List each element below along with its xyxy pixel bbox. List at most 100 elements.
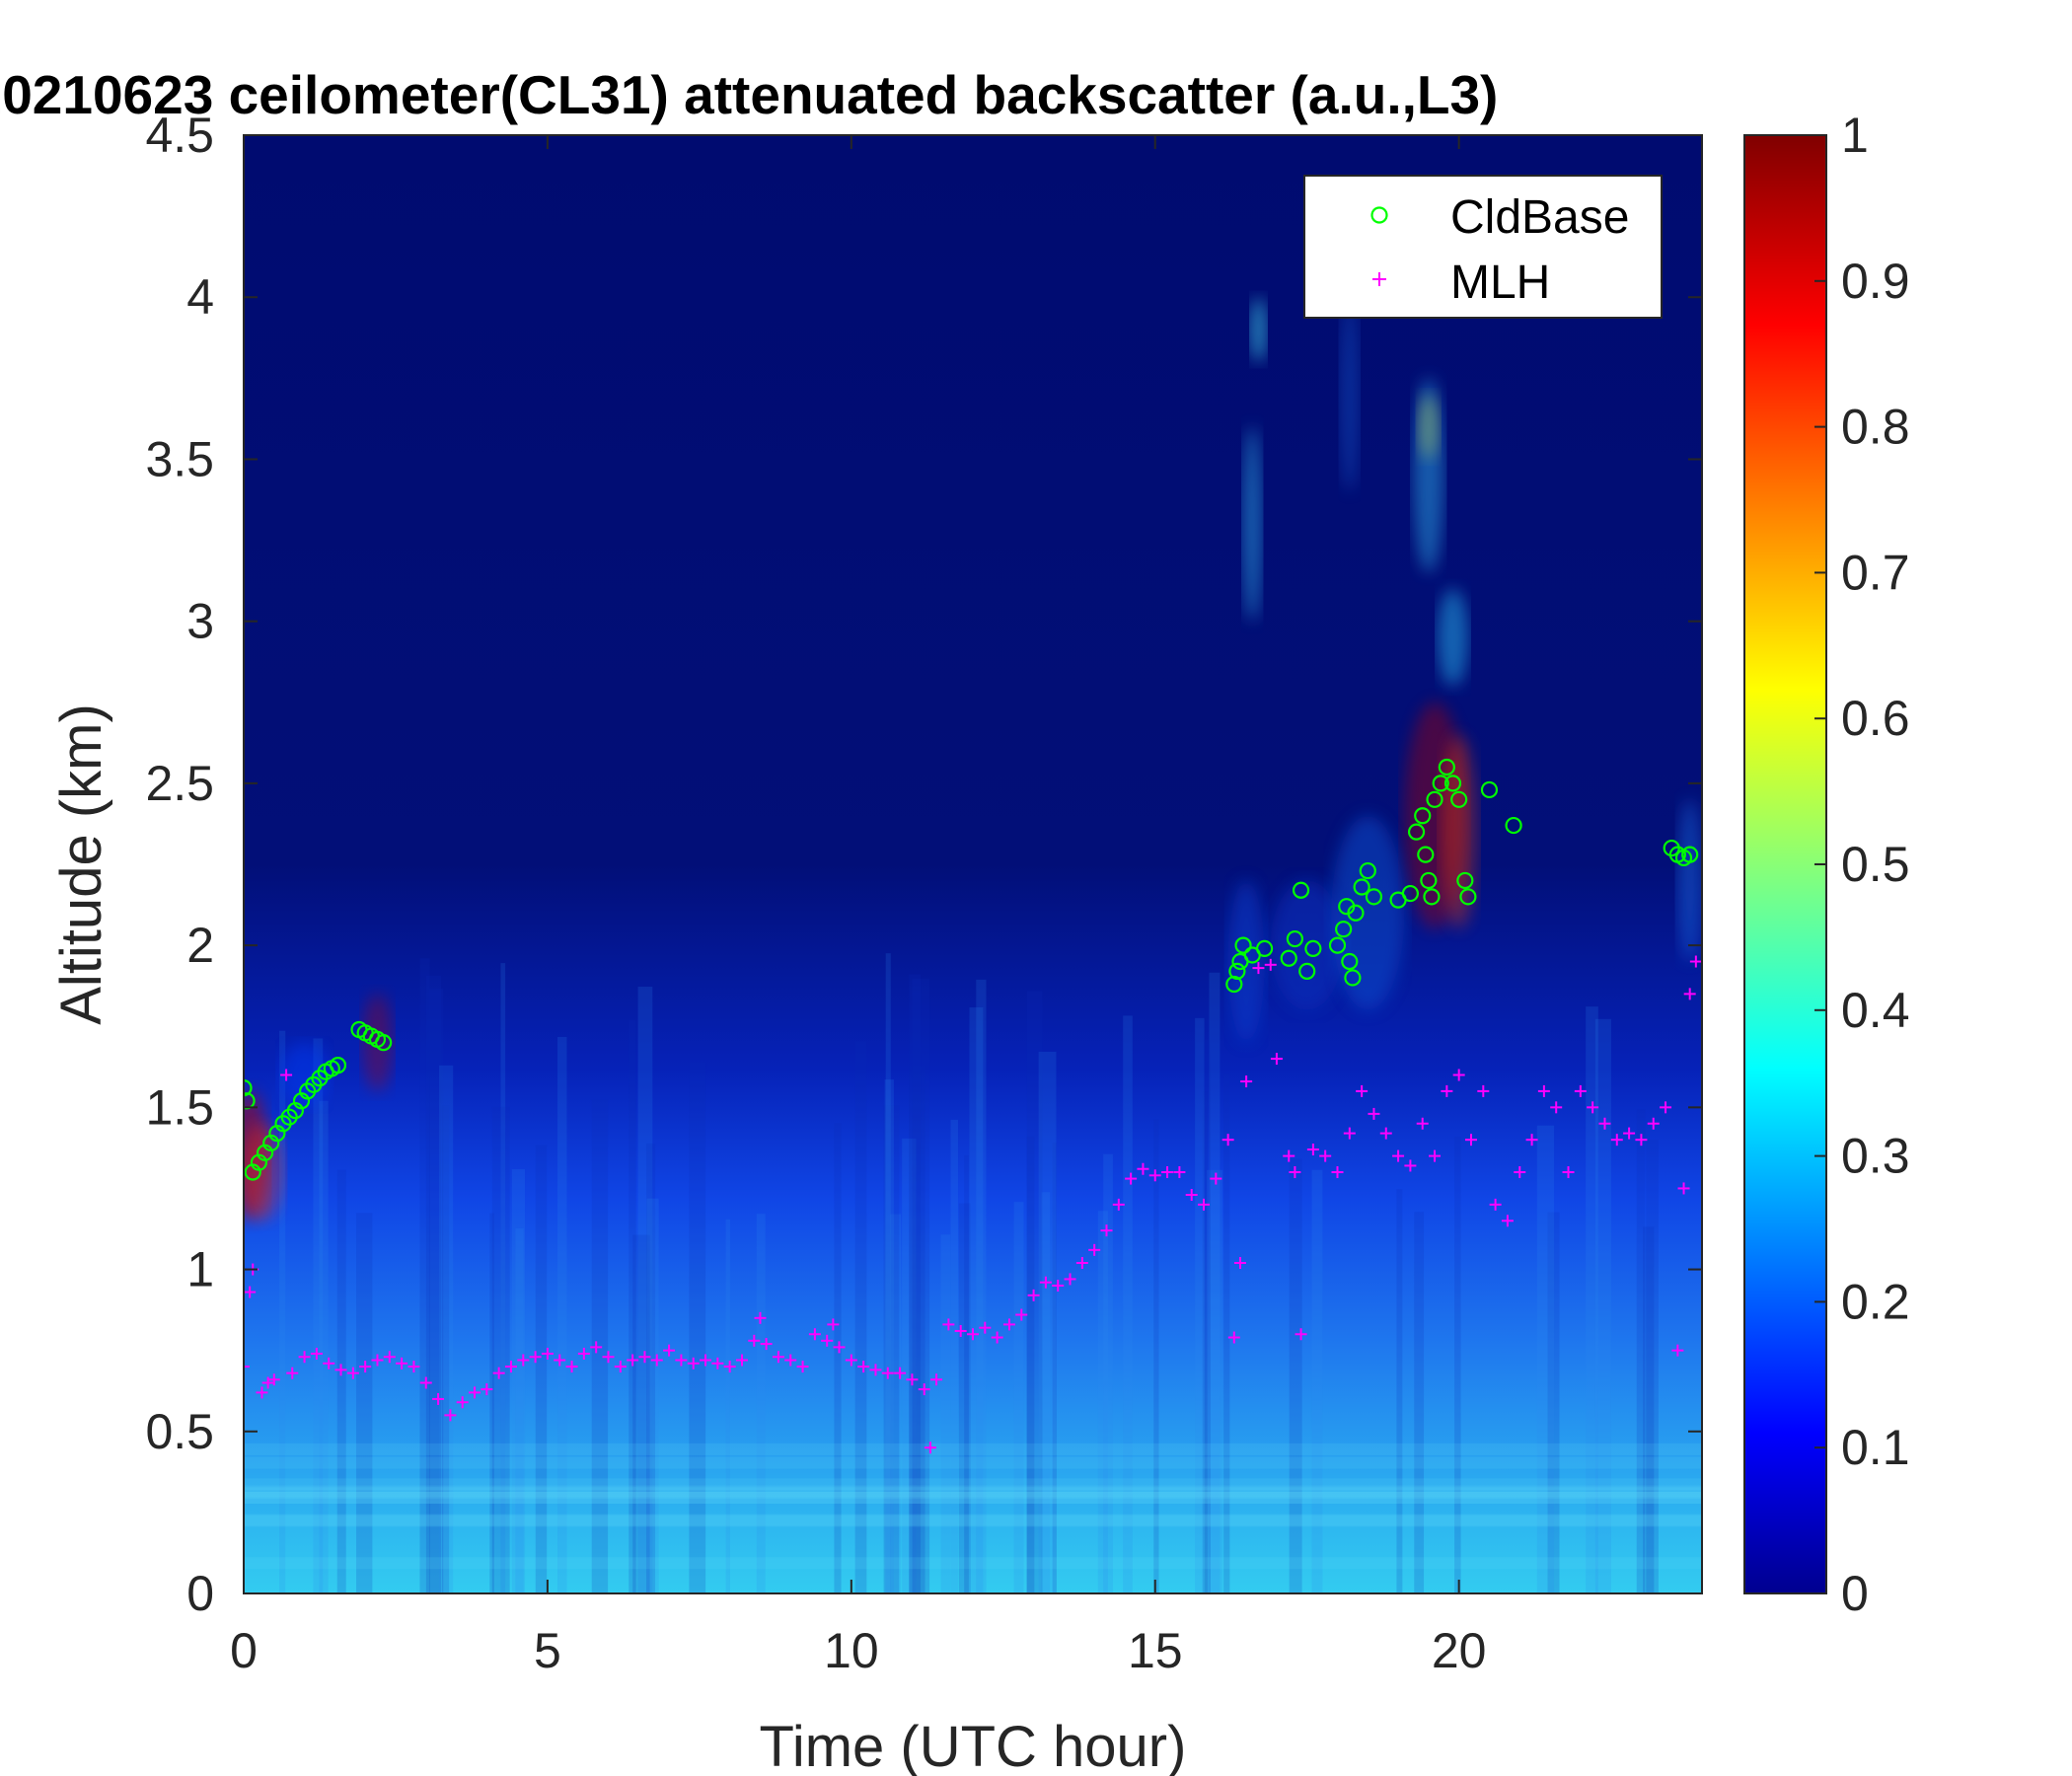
texture-streak: [1038, 1051, 1057, 1593]
mlh-point: [942, 1318, 955, 1331]
y-tick-label: 0.5: [145, 1404, 214, 1459]
mlh-point: [1161, 1166, 1174, 1179]
texture-streak: [885, 953, 891, 1593]
cldbase-point: [1417, 846, 1435, 863]
cldbase-point: [1234, 936, 1252, 954]
mlh-point: [504, 1361, 517, 1373]
cloud-patch: [1677, 799, 1702, 962]
cldbase-point: [1681, 846, 1699, 863]
colorbar-tick-label: 0.2: [1841, 1274, 1910, 1329]
cloud-patch: [1250, 297, 1267, 362]
mlh-point: [1210, 1172, 1222, 1185]
texture-streak: [909, 1066, 925, 1593]
texture-streak: [1103, 1153, 1113, 1593]
colorbar-ticks: 0 0.1 0.2 0.3 0.4 0.5 0.6 0.7 0.8 0.9 1: [1814, 108, 1910, 1621]
cldbase-point: [1414, 807, 1432, 825]
mlh-point: [261, 1376, 274, 1389]
mlh-point: [1252, 962, 1265, 975]
texture-band: [244, 1456, 1702, 1469]
plot-area: [244, 135, 1702, 1593]
mlh-point: [1198, 1198, 1211, 1211]
y-tick-label: 2: [186, 918, 214, 973]
texture-streak: [1223, 1073, 1230, 1593]
cldbase-point: [1255, 939, 1274, 957]
cldbase-point: [1341, 952, 1359, 971]
mlh-point: [407, 1361, 420, 1373]
texture-streak: [958, 1203, 971, 1593]
mlh-point: [244, 1361, 250, 1373]
texture-streak: [1202, 1091, 1208, 1593]
texture-streak: [1209, 972, 1221, 1593]
colorbar-tick-label: 0.6: [1841, 691, 1910, 746]
texture-streak: [491, 1106, 510, 1593]
texture-streak: [489, 1213, 494, 1593]
mlh-point: [280, 1069, 293, 1081]
mlh-point: [1562, 1166, 1575, 1179]
texture-streak: [976, 979, 987, 1593]
mlh-point: [1331, 1166, 1344, 1179]
texture-streak: [1636, 1109, 1646, 1593]
texture-streak: [884, 1079, 894, 1593]
mlh-point: [1550, 1101, 1563, 1114]
mlh-point: [845, 1354, 857, 1367]
texture-streak: [429, 989, 444, 1593]
mlh-point: [1368, 1107, 1380, 1120]
mlh-point: [1689, 955, 1702, 968]
cldbase-point: [1426, 790, 1443, 808]
mlh-point: [286, 1367, 299, 1379]
cloud-patch: [1227, 880, 1265, 1043]
cloud-patch: [244, 1123, 284, 1221]
mlh-point: [590, 1341, 603, 1354]
mlh-point: [1002, 1318, 1015, 1331]
mlh-point: [298, 1351, 311, 1364]
texture-streak: [902, 1138, 917, 1593]
texture-streak: [1646, 1140, 1659, 1593]
mlh-point: [1283, 1149, 1295, 1162]
texture-streak: [319, 1100, 329, 1593]
mlh-point: [469, 1386, 481, 1399]
texture-streak: [912, 978, 930, 1593]
texture-streak: [442, 1105, 450, 1593]
texture-streak: [1041, 1192, 1051, 1593]
texture-band: [244, 1492, 1702, 1505]
mlh-point: [924, 1442, 936, 1454]
mlh-point: [432, 1392, 445, 1405]
mlh-point: [663, 1344, 676, 1357]
mlh-point: [577, 1347, 590, 1360]
texture-streak: [515, 1227, 524, 1593]
texture-streak: [1026, 1136, 1035, 1593]
cldbase-point: [1365, 888, 1383, 906]
legend-label-mlh: MLH: [1450, 257, 1550, 309]
mlh-point: [444, 1409, 457, 1422]
mlh-point: [638, 1351, 651, 1364]
texture-streak: [637, 986, 653, 1593]
cloud-patch: [1441, 734, 1478, 929]
texture-streak: [756, 1214, 766, 1593]
texture-streak: [500, 963, 506, 1593]
mlh-point: [1514, 1166, 1526, 1179]
mlh-point: [1233, 1256, 1246, 1269]
mlh-point: [256, 1386, 268, 1399]
y-tick-label: 2.5: [145, 756, 214, 811]
texture-streak: [1396, 1189, 1403, 1593]
mlh-point: [1452, 1069, 1465, 1081]
mlh-point: [1027, 1289, 1040, 1301]
cldbase-point: [1480, 780, 1499, 799]
texture-streak: [1586, 1006, 1598, 1593]
y-tick-label: 1.5: [145, 1079, 214, 1135]
texture-streak: [1013, 1202, 1024, 1593]
mlh-point: [1240, 1075, 1253, 1088]
texture-streak: [890, 1214, 902, 1593]
cldbase-point: [1407, 823, 1426, 841]
mlh-point: [334, 1364, 347, 1376]
mlh-point: [267, 1373, 280, 1386]
texture-streak: [834, 1123, 842, 1593]
mlh-point: [700, 1354, 712, 1367]
mlh-point: [1173, 1166, 1186, 1179]
texture-streak: [1052, 1143, 1057, 1593]
cldbase-point: [1459, 888, 1477, 906]
cldbase-point: [1298, 962, 1316, 980]
mlh-point: [1227, 1331, 1240, 1344]
texture-streak: [1454, 1136, 1461, 1593]
y-tick-label: 1: [186, 1242, 214, 1297]
